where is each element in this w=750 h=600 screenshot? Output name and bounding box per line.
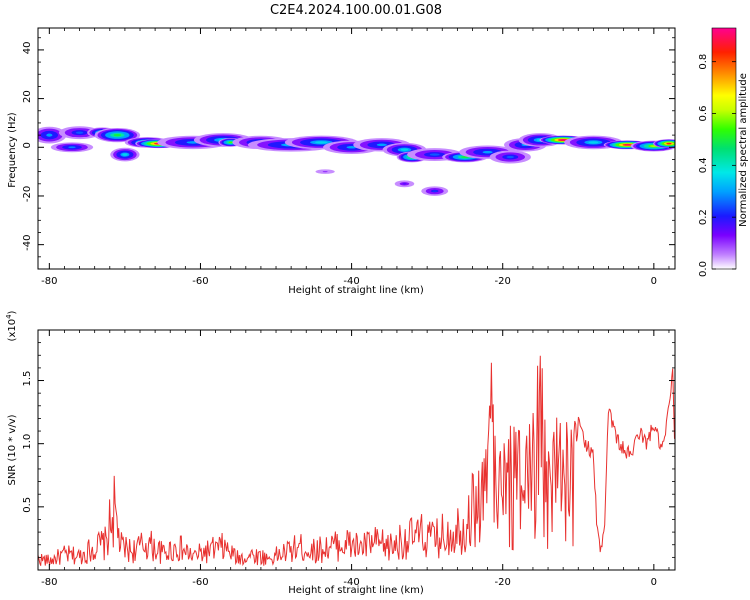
snr-plot-area [38,330,675,570]
heatmap-blob [653,139,675,149]
heatmap-contour [400,148,409,151]
heatmap-contour [506,155,515,159]
snr-multiplier-exp: 4 [5,314,13,319]
snr-line-layer [38,355,675,567]
heatmap-contour [75,131,84,134]
y-tick-label: -20 [22,186,33,202]
heatmap-contour [623,144,632,146]
x-tick-label: -20 [495,577,511,588]
heatmap-blob [394,180,415,188]
snr-y-multiplier: (x104) [5,310,18,341]
x-tick-label: -60 [192,276,208,287]
x-tick-label: 0 [651,276,657,287]
y-tick-label: 1.5 [22,371,33,387]
colorbar-tick-label: 0.8 [698,54,709,70]
snr-line [38,355,675,567]
snr-multiplier-close: ) [7,310,18,314]
y-tick-label: 20 [22,90,33,103]
x-tick-label: -60 [192,577,208,588]
heatmap-contour [482,150,493,154]
svg-text:(x104): (x104) [5,310,18,341]
x-tick-label: -80 [41,577,57,588]
y-tick-label: 0 [22,142,33,148]
spectrogram-panel: -80 -60 -40 -20 0 40 20 0 -20 -40 Height of strai… [7,27,676,296]
x-tick-label: 0 [651,577,657,588]
spectrogram-x-label: Height of straight line (km) [288,285,424,296]
heatmap-contour [346,146,357,149]
heatmap-blob [489,150,531,164]
colorbar-label: Normalized spectral amplitude [738,73,749,227]
heatmap-contour [122,153,128,156]
y-tick-label: 40 [22,42,33,55]
colorbar-tick-label: 0.2 [698,209,709,225]
colorbar-ticks: 0.0 0.2 0.4 0.6 0.8 [698,54,736,277]
x-tick-label: -40 [343,577,359,588]
colorbar-frame [711,27,737,270]
snr-frame [37,329,676,571]
heatmap-blob [94,127,141,143]
colorbar: 0.0 0.2 0.4 0.6 0.8 Normalized spectral ampl… [698,27,749,277]
heatmap-contour [46,133,53,137]
heatmap-contour [68,146,76,149]
colorbar-tick-label: 0.4 [698,157,709,173]
heatmap-contour [228,141,233,144]
heatmap-contour [666,142,672,145]
y-tick-label: 1.0 [22,434,33,450]
heatmap-blob [38,126,67,144]
colorbar-tick-label: 0.6 [698,106,709,122]
heatmap-blob [50,142,94,153]
snr-y-label: SNR (10 * v/v) [7,414,18,485]
figure-title: C2E4.2024.100.00.01.G08 [270,3,442,18]
x-tick-label: -40 [343,276,359,287]
heatmap-contour [429,153,440,156]
x-tick-label: -80 [41,276,57,287]
x-tick-label: -20 [495,276,511,287]
spectrogram-frame [37,27,676,270]
heatmap-contour [315,141,328,144]
y-tick-label: 0.5 [22,497,33,513]
heatmap-contour [113,133,122,137]
y-tick-label: -40 [22,234,33,250]
heatmap-contour [432,190,438,192]
heatmap-blob [58,126,101,140]
spectrogram-heatmap [38,126,675,196]
heatmap-blob [315,169,335,174]
heatmap-blob [421,186,449,196]
heatmap-blob [110,147,140,162]
snr-panel: -80 -60 -40 -20 0 0.5 1.0 1.5 Height of straigh… [5,310,676,596]
spectrogram-y-label: Frequency (Hz) [7,112,18,188]
heatmap-contour [376,143,387,147]
snr-multiplier-base: (x10 [7,319,18,342]
heatmap-contour [588,141,599,144]
heatmap-contour [322,171,328,173]
heatmap-contour [402,183,407,185]
snr-x-label: Height of straight line (km) [288,585,424,596]
colorbar-tick-label: 0.0 [698,261,709,277]
colorbar-gradient [712,28,736,269]
heatmap-contour [559,139,567,141]
